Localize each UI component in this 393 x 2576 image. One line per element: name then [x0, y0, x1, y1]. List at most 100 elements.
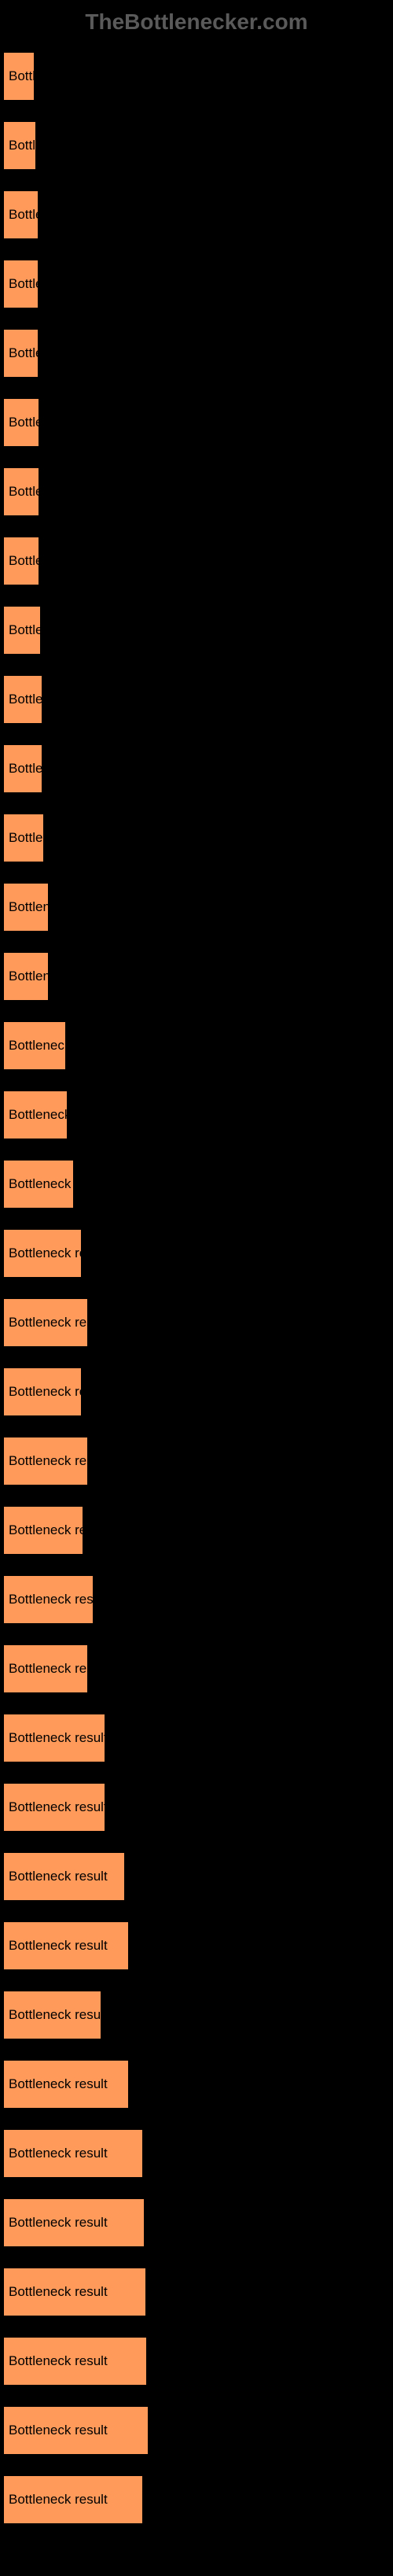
- bar-label: Bottleneck result: [4, 276, 39, 292]
- bar: Bottleneck result: [3, 1506, 83, 1555]
- bar-row: Bottleneck result 51: [3, 2406, 377, 2455]
- bar: Bottleneck result: [3, 1575, 94, 1624]
- bar: Bottleneck result: [3, 1229, 82, 1278]
- bar-label: Bottleneck result: [4, 692, 42, 707]
- bar: Bottleneck result: [3, 2129, 143, 2178]
- bar: Bottleneck result: [3, 2198, 145, 2247]
- bar-label: Bottleneck result: [4, 1246, 82, 1261]
- bar: Bottleneck result: [3, 1644, 88, 1693]
- bar: Bottleneck result: [3, 398, 39, 447]
- bar-row: Bottleneck result: [3, 883, 377, 932]
- bar-label: Bottleneck result: [4, 553, 39, 569]
- bar: Bottleneck result: [3, 1852, 125, 1901]
- bar-row: Bottleneck result: [3, 190, 377, 239]
- bar-row: Bottleneck result: [3, 329, 377, 378]
- bar-chart: Bottleneck resultBottleneck resultBottle…: [0, 44, 393, 2576]
- bar-row: Bottleneck result 50: [3, 2337, 377, 2386]
- bar: Bottleneck result: [3, 329, 39, 378]
- bar: Bottleneck result: [3, 190, 39, 239]
- bar: Bottleneck result: [3, 1298, 88, 1347]
- bar-label: Bottleneck result: [4, 484, 39, 500]
- bar: Bottleneck result: [3, 2060, 129, 2109]
- bar: Bottleneck result: [3, 2406, 149, 2455]
- bar: Bottleneck result: [3, 537, 39, 585]
- bar-value: 50: [147, 2337, 171, 2386]
- bar-label: Bottleneck result: [4, 1453, 88, 1469]
- bar-row: Bottleneck result: [3, 1991, 377, 2039]
- bar-row: Bottleneck result: [3, 1714, 377, 1762]
- bar-row: Bottleneck result 50: [3, 2268, 377, 2316]
- bar: Bottleneck result: [3, 2337, 147, 2386]
- bar-label: Bottleneck result: [4, 2146, 108, 2161]
- bar: Bottleneck result: [3, 1783, 105, 1832]
- bar: Bottleneck result: [3, 1367, 82, 1416]
- bar-row: Bottleneck result4: [3, 1852, 377, 1901]
- bar: Bottleneck result: [3, 1021, 66, 1070]
- bar-value: 49: [145, 2198, 168, 2247]
- bar: Bottleneck result: [3, 814, 44, 862]
- bar-label: Bottleneck result: [4, 1384, 82, 1400]
- bar-row: Bottleneck result: [3, 1783, 377, 1832]
- bar-row: Bottleneck result: [3, 606, 377, 655]
- bar: Bottleneck result: [3, 606, 41, 655]
- bar-row: Bottleneck result: [3, 260, 377, 308]
- bar-value: 48: [143, 2475, 167, 2524]
- bar-label: Bottleneck result: [4, 2076, 108, 2092]
- bar-value: 50: [146, 2268, 170, 2316]
- bar-label: Bottleneck result: [4, 2492, 108, 2508]
- bar-row: Bottleneck result 49: [3, 2129, 377, 2178]
- bar-row: Bottleneck result 48: [3, 2475, 377, 2524]
- bar-label: Bottleneck result: [4, 1107, 68, 1123]
- bar: Bottleneck result: [3, 744, 42, 793]
- bar-row: Bottleneck result: [3, 1021, 377, 1070]
- bar: Bottleneck result: [3, 675, 42, 724]
- bar-row: Bottleneck result: [3, 121, 377, 170]
- bar-label: Bottleneck result: [4, 761, 42, 777]
- bar-label: Bottleneck result: [4, 830, 44, 846]
- bar-value: 51: [149, 2406, 172, 2455]
- bar-row: Bottleneck result: [3, 1575, 377, 1624]
- bar-label: Bottleneck result: [4, 969, 49, 984]
- bar-row: Bottleneck result: [3, 1437, 377, 1485]
- bar: Bottleneck result: [3, 1921, 129, 1970]
- bar-label: Bottleneck result: [4, 1661, 88, 1677]
- bar-row: Bottleneck result: [3, 952, 377, 1001]
- bar-label: Bottleneck result: [4, 1938, 108, 1954]
- bar-value: 4: [129, 2060, 145, 2109]
- bar-label: Bottleneck result: [4, 2215, 108, 2231]
- bar-value: 49: [143, 2129, 167, 2178]
- bar-row: Bottleneck result: [3, 814, 377, 862]
- bar-label: Bottleneck result: [4, 1592, 94, 1607]
- bar-row: Bottleneck result: [3, 1229, 377, 1278]
- bar-label: Bottleneck result: [4, 2423, 108, 2438]
- bar-value: 4: [125, 1852, 141, 1901]
- bar-label: Bottleneck result: [4, 1730, 105, 1746]
- bar-label: Bottleneck result: [4, 2007, 101, 2023]
- bar-row: Bottleneck result: [3, 1298, 377, 1347]
- bar-label: Bottleneck result: [4, 1176, 74, 1192]
- site-title: TheBottlenecker.com: [0, 0, 393, 44]
- bar: Bottleneck result: [3, 952, 49, 1001]
- bar-label: Bottleneck result: [4, 899, 49, 915]
- bar-row: Bottleneck result: [3, 1091, 377, 1139]
- bar-label: Bottleneck result: [4, 207, 39, 223]
- bar: Bottleneck result: [3, 1714, 105, 1762]
- bar-row: Bottleneck result: [3, 398, 377, 447]
- bar: Bottleneck result: [3, 52, 35, 101]
- bar-row: Bottleneck result: [3, 1367, 377, 1416]
- bar-row: Bottleneck result 4: [3, 2060, 377, 2109]
- bar: Bottleneck result: [3, 2268, 146, 2316]
- bar: Bottleneck result: [3, 1991, 101, 2039]
- bar-label: Bottleneck result: [4, 2353, 108, 2369]
- bar: Bottleneck result: [3, 2475, 143, 2524]
- bar-row: Bottleneck result 4: [3, 1921, 377, 1970]
- bar-row: Bottleneck result: [3, 52, 377, 101]
- bar-label: Bottleneck result: [4, 1799, 105, 1815]
- bar-value: 4: [129, 1921, 145, 1970]
- bar: Bottleneck result: [3, 1160, 74, 1209]
- bar-label: Bottleneck result: [4, 2284, 108, 2300]
- bar-row: Bottleneck result: [3, 537, 377, 585]
- bar-label: Bottleneck result: [4, 622, 41, 638]
- bar-label: Bottleneck result: [4, 1038, 66, 1054]
- bar: Bottleneck result: [3, 883, 49, 932]
